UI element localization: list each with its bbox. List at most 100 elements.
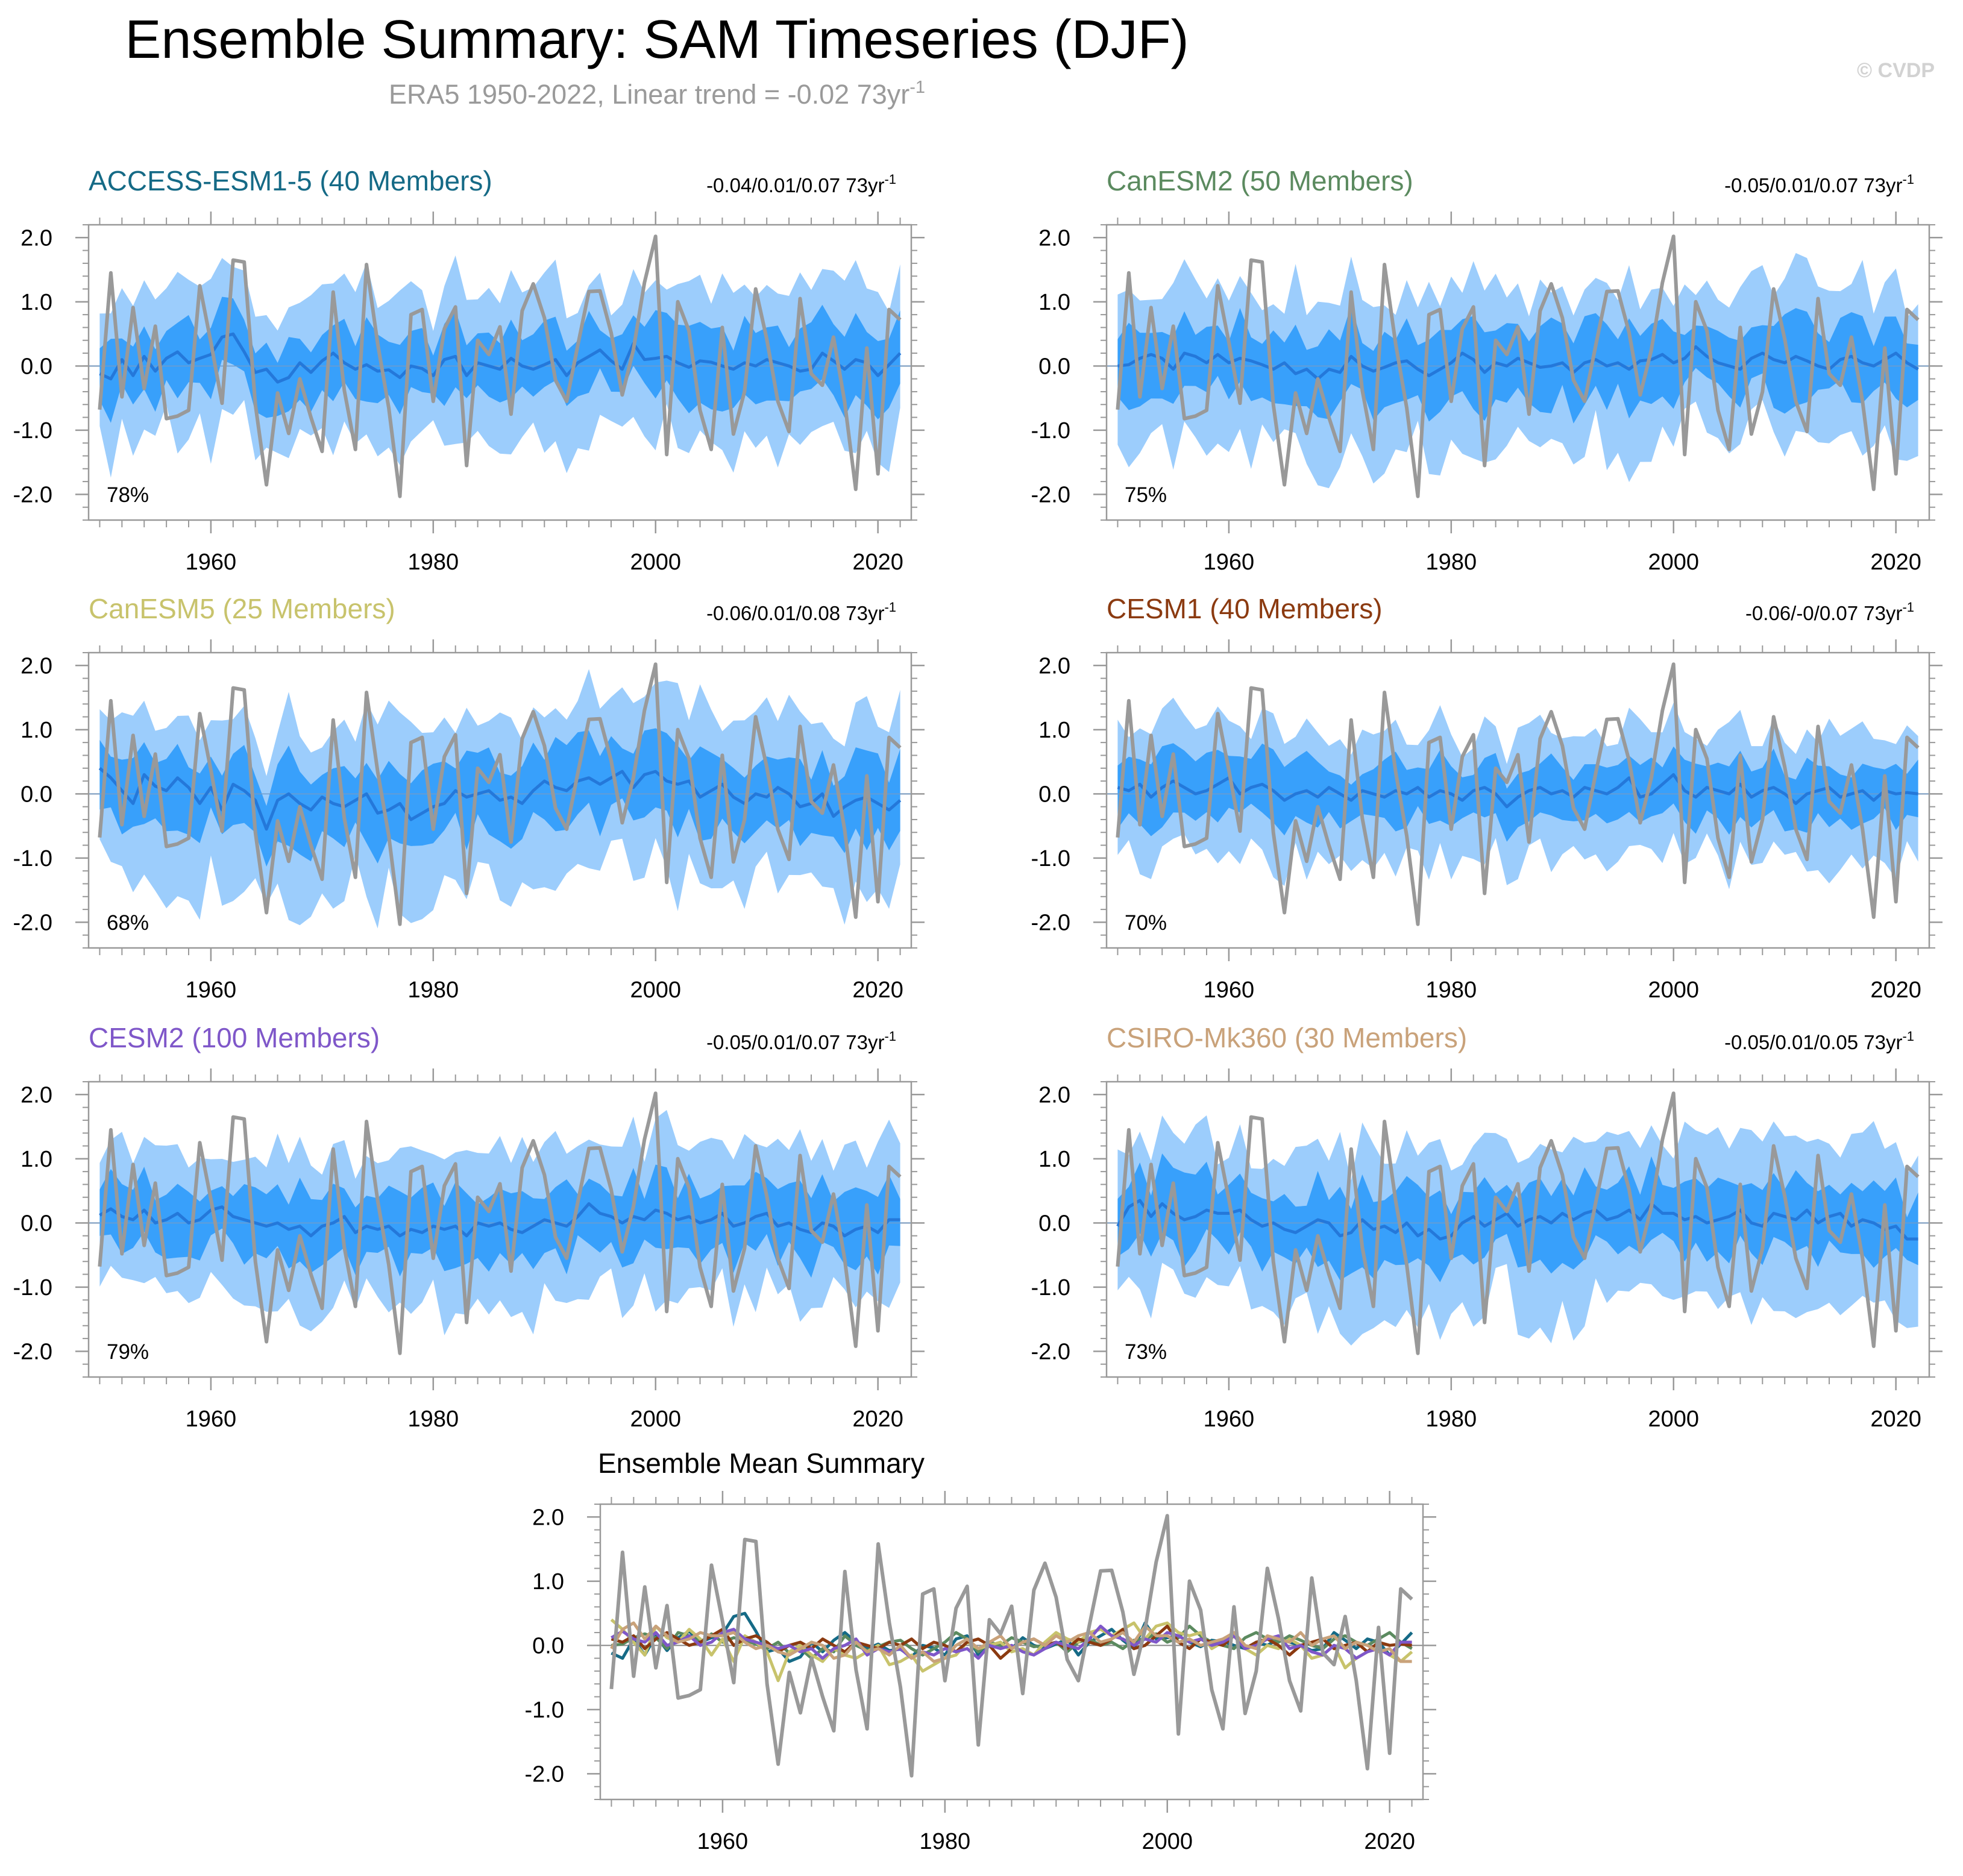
panel-1-inner-band — [99, 296, 900, 423]
panel-1-title: ACCESS-ESM1-5 (40 Members) — [89, 165, 492, 196]
panel-2-x-tick-label: 1980 — [1426, 550, 1477, 575]
summary-x-tick-label: 2020 — [1364, 1829, 1415, 1854]
panel-3-x-tick-label: 2020 — [852, 977, 903, 1003]
panel-4-x-tick-label: 2000 — [1648, 977, 1699, 1003]
copyright-label: © CVDP — [1857, 59, 1935, 82]
figure-title: Ensemble Summary: SAM Timeseries (DJF) — [125, 10, 1189, 70]
panel-4-trend-text: -0.06/-0/0.07 73yr — [1745, 602, 1903, 624]
panel-3-y-tick-label: -2.0 — [13, 910, 52, 935]
panel-3-trend-sup: -1 — [884, 600, 896, 615]
panel-6-x-tick-label: 1960 — [1204, 1407, 1255, 1432]
panel-4-y-tick-label: 0.0 — [1038, 782, 1070, 807]
panel-2-y-tick-label: -1.0 — [1031, 418, 1070, 444]
panel-2-title: CanESM2 (50 Members) — [1107, 165, 1413, 196]
panel-5-y-tick-label: -1.0 — [13, 1275, 52, 1300]
panel-1-x-tick-label: 1960 — [186, 550, 237, 575]
panel-3-ensemble-mean-line — [98, 767, 902, 831]
summary-obs-line — [609, 1514, 1413, 1778]
panel-1-obs-line — [98, 234, 902, 498]
panel-4-trend-label: -0.06/-0/0.07 73yr-1 — [1745, 600, 1914, 624]
summary-y-tick-label: -2.0 — [525, 1761, 564, 1787]
panel-6-y-tick-label: -1.0 — [1031, 1275, 1070, 1300]
panel-4-y-tick-label: -1.0 — [1031, 846, 1070, 871]
panel-2-trend-sup: -1 — [1902, 172, 1914, 187]
panel-3-title: CanESM5 (25 Members) — [89, 593, 395, 624]
panel-3: 1960 1980 2000 2020 2.0 1.0 0.0 -1.0 -2.0 CanESM5… — [13, 593, 925, 1003]
panel-5-y-tick-label: -2.0 — [13, 1339, 52, 1364]
panel-5-x-tick-label: 1980 — [408, 1407, 459, 1432]
panel-5-x-tick-label: 1960 — [186, 1407, 237, 1432]
panel-5-trend-label: -0.05/0.01/0.07 73yr-1 — [706, 1029, 896, 1053]
panel-6-obs-line — [1116, 1091, 1920, 1355]
summary-ens-mean-line-6 — [610, 1621, 1412, 1663]
panel-2-y-tick-label: 1.0 — [1038, 290, 1070, 315]
panel-1-x-tick-label: 2020 — [852, 550, 903, 575]
panel-6-x-tick-label: 2020 — [1870, 1407, 1921, 1432]
panel-3-trend-label: -0.06/0.01/0.08 73yr-1 — [706, 600, 896, 624]
panel-2-y-tick-label: -2.0 — [1031, 482, 1070, 507]
panel-3-x-tick-label: 1960 — [186, 977, 237, 1003]
panel-6-trend-sup: -1 — [1902, 1029, 1914, 1044]
panel-1-ensemble-mean-line — [99, 332, 902, 384]
panel-5-x-tick-label: 2000 — [630, 1407, 681, 1432]
summary-title: Ensemble Mean Summary — [598, 1448, 925, 1479]
panel-5-trend-text: -0.05/0.01/0.07 73yr — [706, 1031, 884, 1053]
panel-3-obs-line — [98, 662, 902, 926]
panel-4-y-tick-label: 2.0 — [1038, 653, 1070, 679]
summary-x-tick-label: 1960 — [697, 1829, 749, 1854]
panel-4-y-tick-label: 1.0 — [1038, 718, 1070, 743]
summary-panel: 1960 1980 2000 2020 2.0 1.0 0.0 -1.0 -2.0 Ensembl… — [525, 1448, 1436, 1854]
panel-2-percent-label: 75% — [1125, 483, 1167, 507]
panel-4-x-tick-label: 1980 — [1426, 977, 1477, 1003]
panel-4-inner-band — [1117, 743, 1918, 842]
panel-2: 1960 1980 2000 2020 2.0 1.0 0.0 -1.0 -2.0 CanESM2… — [1031, 165, 1943, 575]
panel-4-x-tick-label: 1960 — [1204, 977, 1255, 1003]
panel-1-trend-label: -0.04/0.01/0.07 73yr-1 — [706, 172, 896, 196]
panel-6-trend-text: -0.05/0.01/0.05 73yr — [1724, 1031, 1902, 1053]
panel-5-x-tick-label: 2020 — [852, 1407, 903, 1432]
panel-4-obs-line — [1116, 662, 1920, 926]
panel-6-y-tick-label: 0.0 — [1038, 1211, 1070, 1236]
summary-y-tick-label: -1.0 — [525, 1698, 564, 1723]
panel-4-y-tick-label: -2.0 — [1031, 910, 1070, 935]
panel-6-x-tick-label: 1980 — [1426, 1407, 1477, 1432]
panel-4-percent-label: 70% — [1125, 911, 1167, 935]
panel-2-inner-band — [1117, 305, 1918, 424]
panel-1-y-tick-label: -1.0 — [13, 418, 52, 444]
figure-subtitle: ERA5 1950-2022, Linear trend = -0.02 73y… — [389, 78, 925, 110]
panel-3-trend-text: -0.06/0.01/0.08 73yr — [706, 602, 884, 624]
panel-6-title: CSIRO-Mk360 (30 Members) — [1107, 1022, 1467, 1053]
panel-5-inner-band — [99, 1164, 900, 1278]
panel-5-trend-sup: -1 — [884, 1029, 896, 1044]
panel-6-inner-band — [1117, 1153, 1918, 1282]
summary-ens-mean-line-5 — [611, 1624, 1412, 1660]
summary-x-tick-label: 2000 — [1142, 1829, 1193, 1854]
panel-3-y-tick-label: 2.0 — [20, 653, 52, 679]
panel-1-x-tick-label: 1980 — [408, 550, 459, 575]
panel-1: 1960 1980 2000 2020 2.0 1.0 0.0 -1.0 -2.0 ACCESS-… — [13, 165, 925, 575]
panel-6-y-tick-label: -2.0 — [1031, 1339, 1070, 1364]
panel-3-x-tick-label: 2000 — [630, 977, 681, 1003]
panel-6-y-tick-label: 2.0 — [1038, 1082, 1070, 1108]
panel-1-trend-text: -0.04/0.01/0.07 73yr — [706, 174, 884, 196]
panel-grid: 1960 1980 2000 2020 2.0 1.0 0.0 -1.0 -2.0 ACCESS-… — [13, 165, 1943, 1854]
panel-2-trend-text: -0.05/0.01/0.07 73yr — [1724, 174, 1902, 196]
panel-1-y-tick-label: 2.0 — [20, 225, 52, 251]
panel-6-percent-label: 73% — [1125, 1340, 1167, 1364]
summary-y-tick-label: 0.0 — [532, 1633, 564, 1658]
panel-6-ensemble-mean-line — [1116, 1199, 1918, 1241]
panel-3-y-tick-label: 1.0 — [20, 718, 52, 743]
panel-5-y-tick-label: 1.0 — [20, 1147, 52, 1172]
panel-6-y-tick-label: 1.0 — [1038, 1147, 1070, 1172]
panel-1-y-tick-label: 0.0 — [20, 354, 52, 379]
panel-1-x-tick-label: 2000 — [630, 550, 681, 575]
subtitle-text: ERA5 1950-2022, Linear trend = -0.02 73y… — [389, 79, 909, 110]
panel-2-ensemble-mean-line — [1117, 345, 1919, 381]
panel-1-trend-sup: -1 — [884, 172, 896, 187]
panel-3-y-tick-label: 0.0 — [20, 782, 52, 807]
summary-x-tick-label: 1980 — [920, 1829, 971, 1854]
panel-2-x-tick-label: 2020 — [1870, 550, 1921, 575]
panel-6-trend-label: -0.05/0.01/0.05 73yr-1 — [1724, 1029, 1914, 1053]
panel-3-x-tick-label: 1980 — [408, 977, 459, 1003]
